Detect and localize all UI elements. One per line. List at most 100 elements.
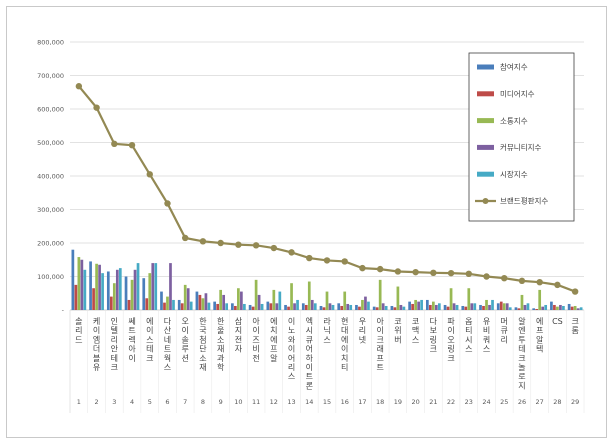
x-category-char: 대: [341, 326, 348, 335]
x-number-label: 29: [571, 398, 579, 406]
x-category-char: 즈: [252, 335, 259, 344]
x-number-label: 6: [165, 398, 169, 406]
bar: [340, 305, 344, 310]
x-category-char: 소: [199, 354, 206, 363]
x-category-char: 오: [447, 335, 454, 344]
x-category-char: 스: [288, 372, 295, 381]
x-category-char: 한: [217, 317, 225, 326]
x-category-labels: 솔 리 드케 이 엠 더 블 유인 텔 리 안 테 크쎄 트 렉 아 이에 이 스 테 크다 산 네 트 웍 스오 이 솔 루 션한 국 첨 단…: [75, 316, 579, 390]
x-category-char: 학: [217, 362, 225, 372]
x-category-char: 에: [341, 335, 348, 344]
bar: [319, 305, 323, 310]
x-category-char: 스: [465, 345, 472, 354]
bar: [402, 306, 406, 310]
bar: [92, 288, 95, 310]
x-category-char: 이: [93, 325, 100, 335]
x-category-char: 롬: [571, 326, 578, 335]
bar: [449, 288, 453, 310]
bar: [496, 303, 500, 310]
bar: [505, 303, 509, 310]
x-category-char: 드: [75, 335, 82, 344]
bar: [355, 304, 358, 310]
bar: [293, 303, 296, 310]
x-category-char: 지: [518, 381, 525, 390]
bar: [219, 289, 223, 310]
bar: [248, 304, 252, 310]
x-category-char: 이: [341, 344, 348, 354]
x-number-label: 15: [323, 398, 331, 406]
x-category-char: 크: [571, 317, 578, 326]
bar: [544, 304, 548, 310]
x-number-label: 3: [112, 398, 116, 406]
x-category-char: 파: [447, 317, 455, 326]
bar: [331, 304, 335, 310]
x-number-label: 24: [482, 398, 490, 406]
bar: [101, 273, 104, 310]
bar: [169, 263, 172, 310]
bar: [428, 304, 432, 310]
bar: [301, 303, 305, 310]
x-category-char: 이: [252, 325, 259, 335]
bar: [364, 296, 367, 310]
bar: [260, 303, 264, 310]
bar: [213, 301, 217, 310]
bar: [502, 303, 506, 310]
bar: [95, 263, 98, 310]
y-tick-label: 300,000: [37, 206, 64, 214]
bar: [177, 299, 181, 310]
legend-swatch: [477, 171, 494, 177]
x-category-char: 코: [412, 317, 419, 326]
bar: [80, 259, 84, 310]
bar: [151, 263, 155, 310]
x-number-label: 5: [148, 398, 152, 406]
x-category-char: 테: [518, 345, 525, 354]
bar: [461, 305, 465, 310]
bar: [254, 279, 258, 310]
bar: [343, 291, 347, 310]
bar: [124, 276, 128, 310]
line-point: [182, 234, 189, 242]
bar: [328, 303, 332, 310]
x-category-char: 크: [518, 354, 525, 363]
bar: [437, 303, 441, 310]
y-axis-ticks: - 100,000 200,000 300,000 400,000 500,000 600,…: [37, 39, 65, 315]
x-category-char: 에: [270, 317, 277, 326]
bar: [523, 304, 527, 310]
x-category-char: 이: [306, 362, 313, 372]
bar: [455, 304, 459, 310]
x-category-char: 라: [323, 317, 331, 326]
x-category-char: 리: [501, 335, 508, 344]
bar: [517, 308, 521, 310]
bar: [573, 305, 577, 310]
x-category-char: 위: [394, 326, 401, 335]
bar: [204, 293, 208, 310]
bar: [118, 268, 122, 310]
bar: [284, 304, 287, 310]
bar: [127, 299, 131, 310]
x-category-char: 트: [128, 326, 135, 335]
x-number-label: 2: [95, 398, 99, 406]
bar: [417, 301, 420, 310]
x-category-char: 쎄: [128, 317, 135, 326]
x-category-char: 더: [93, 345, 100, 354]
x-category-char: 케: [93, 317, 100, 326]
x-category-char: 시: [306, 326, 313, 335]
x-category-char: 링: [430, 334, 437, 344]
x-number-label: 4: [130, 398, 134, 406]
x-category-char: 비: [483, 326, 490, 335]
x-category-char: 전: [252, 353, 259, 363]
bar: [180, 303, 184, 310]
bar: [378, 279, 382, 310]
y-tick-label: 600,000: [37, 106, 64, 114]
x-category-char: 오: [182, 317, 189, 326]
x-category-char: 닉: [323, 326, 330, 335]
